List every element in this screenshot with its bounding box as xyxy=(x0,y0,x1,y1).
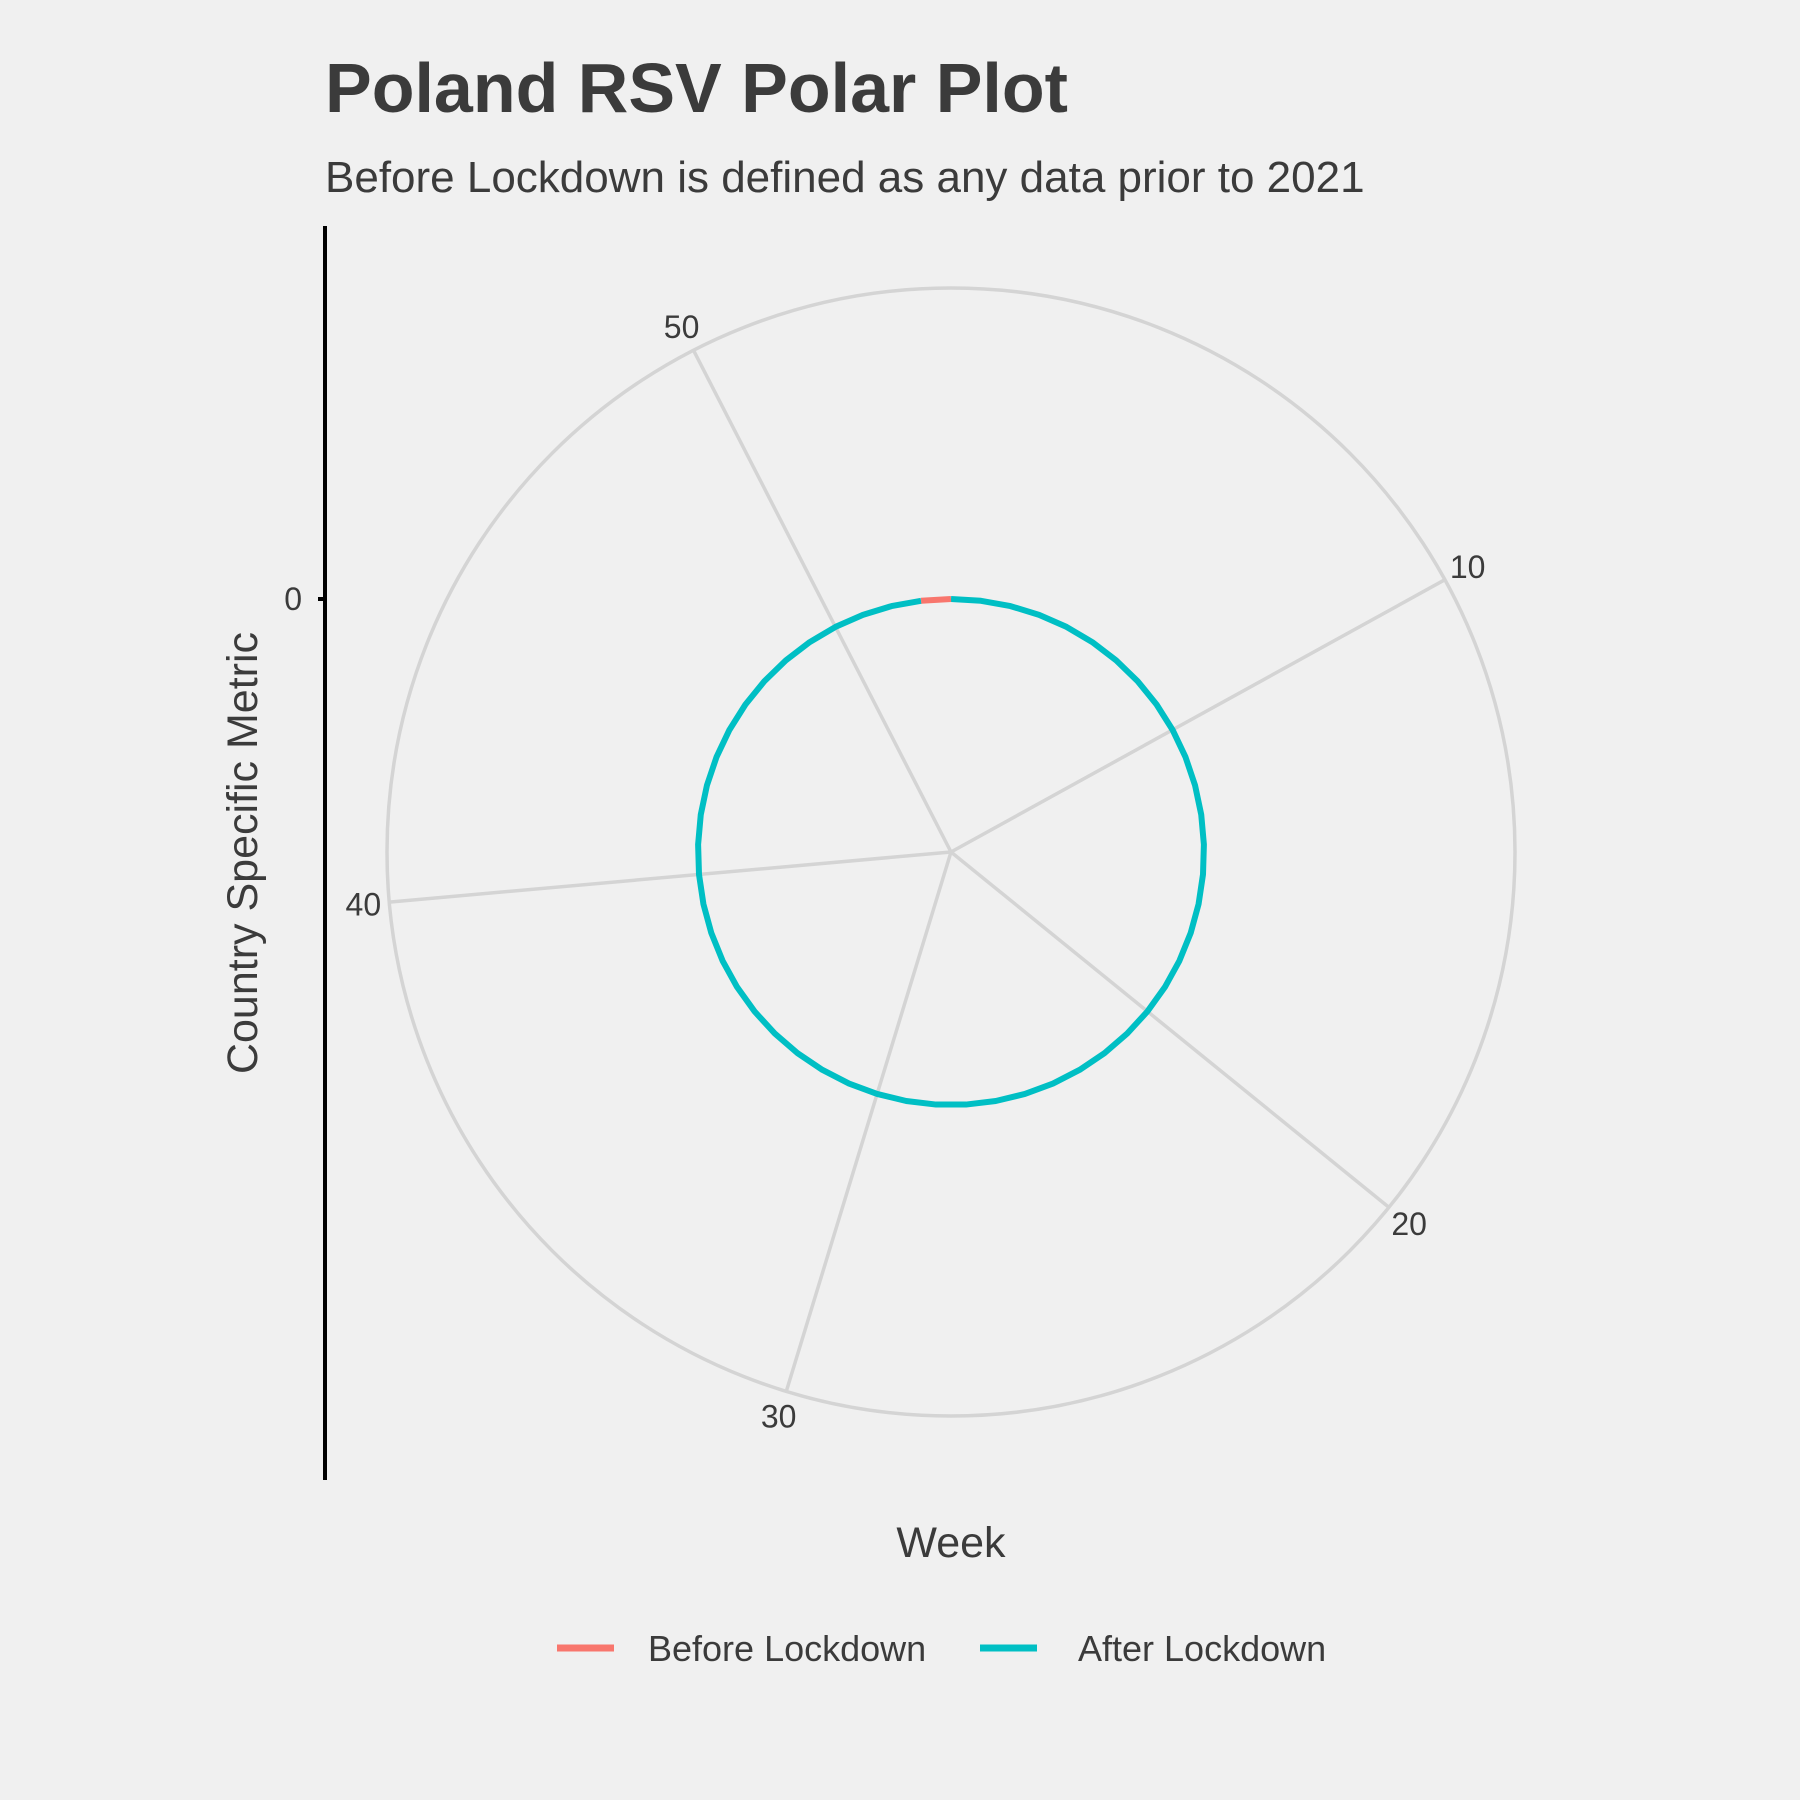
grid-spoke-50 xyxy=(691,349,953,853)
theta-tick-label-40: 40 xyxy=(346,886,382,922)
theta-tick-label-20: 20 xyxy=(1391,1206,1427,1242)
theta-tick-labels: 10 20 30 40 50 xyxy=(346,309,1486,1434)
theta-tick-label-50: 50 xyxy=(664,309,700,345)
series-lines xyxy=(695,596,1207,1108)
polar-grid xyxy=(385,286,1517,1418)
legend: Before Lockdown After Lockdown xyxy=(557,1628,1326,1669)
grid-spoke-30 xyxy=(784,851,953,1392)
theta-tick-label-30: 30 xyxy=(761,1398,797,1434)
grid-spoke-40 xyxy=(389,850,952,904)
grid-spoke-10 xyxy=(950,578,1446,854)
y-axis-title: Country Specific Metric xyxy=(219,632,267,1074)
y-axis-ticks: 0 xyxy=(284,581,325,617)
x-axis-title: Week xyxy=(896,1519,1006,1567)
series-line-after-lockdown xyxy=(695,596,1207,1108)
chart-subtitle: Before Lockdown is defined as any data p… xyxy=(325,153,1365,202)
grid-spoke-20 xyxy=(949,850,1391,1209)
outer-grid-circle xyxy=(385,286,1517,1418)
legend-label-after-lockdown: After Lockdown xyxy=(1078,1628,1326,1669)
series-line-before-lockdown xyxy=(920,596,952,604)
legend-label-before-lockdown: Before Lockdown xyxy=(648,1628,926,1669)
y-tick-label-0: 0 xyxy=(284,581,302,617)
theta-tick-label-10: 10 xyxy=(1450,549,1486,585)
chart-title: Poland RSV Polar Plot xyxy=(325,49,1068,127)
